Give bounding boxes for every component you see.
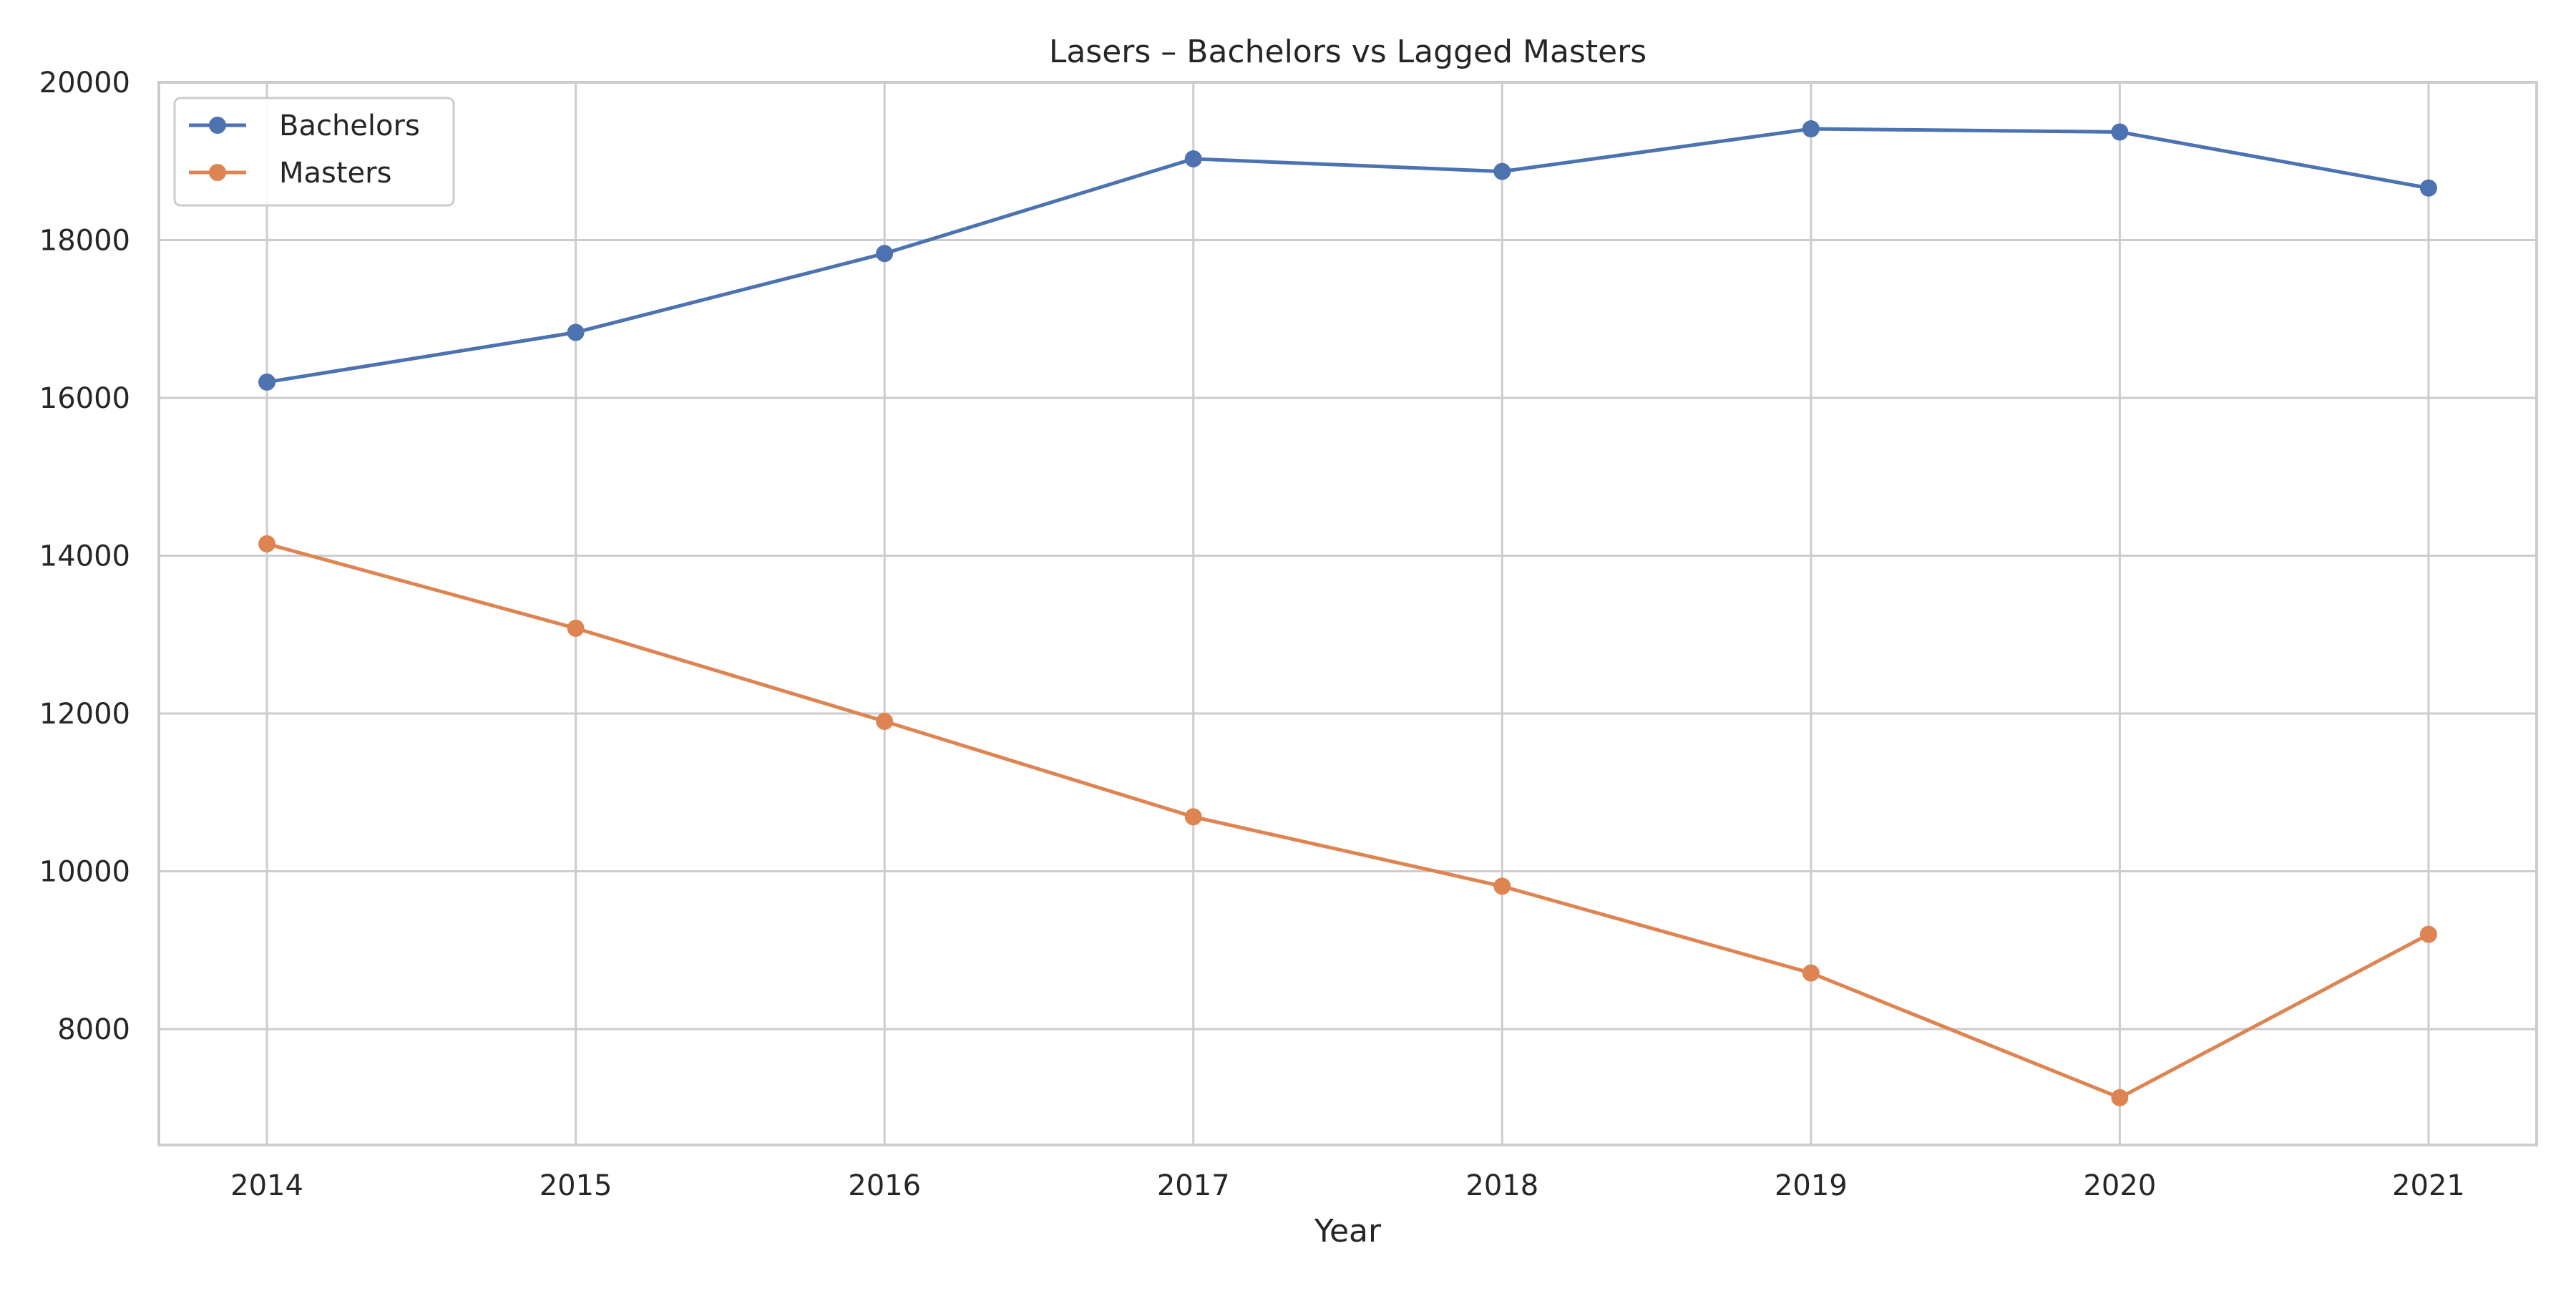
data-point-bachelors xyxy=(258,373,276,391)
series-line-masters xyxy=(266,542,2430,1100)
y-tick-label: 10000 xyxy=(39,855,130,888)
data-point-masters xyxy=(2419,925,2437,943)
series-bachelors xyxy=(258,120,2437,391)
x-tick-label: 2021 xyxy=(2392,1169,2465,1202)
data-point-masters xyxy=(1802,964,1820,982)
legend-marker-bachelors xyxy=(209,117,226,134)
chart-title: Lasers – Bachelors vs Lagged Masters xyxy=(1049,34,1646,70)
data-point-bachelors xyxy=(876,245,894,263)
legend-label-masters: Masters xyxy=(279,157,391,190)
data-point-masters xyxy=(1493,877,1511,895)
x-tick-label: 2019 xyxy=(1775,1169,1848,1202)
series-masters xyxy=(258,535,2437,1106)
x-tick-label: 2015 xyxy=(540,1169,613,1202)
data-point-masters xyxy=(876,712,894,730)
x-axis-label: Year xyxy=(1314,1213,1382,1249)
y-tick-label: 14000 xyxy=(39,540,130,573)
data-point-masters xyxy=(1184,808,1202,826)
x-tick-label: 2014 xyxy=(230,1169,303,1202)
data-point-bachelors xyxy=(2111,123,2129,141)
x-tick-label: 2020 xyxy=(2083,1169,2156,1202)
x-tick-label: 2016 xyxy=(848,1169,921,1202)
data-point-masters xyxy=(2111,1088,2129,1106)
legend: Bachelors Masters xyxy=(173,97,455,207)
data-point-bachelors xyxy=(2419,179,2437,197)
legend-marker-masters xyxy=(209,164,226,181)
data-point-bachelors xyxy=(1802,120,1820,138)
y-tick-label: 16000 xyxy=(39,382,130,415)
data-point-bachelors xyxy=(1184,150,1202,167)
x-tick-label: 2017 xyxy=(1157,1169,1230,1202)
x-tick-label: 2018 xyxy=(1465,1169,1538,1202)
y-tick-label: 12000 xyxy=(39,698,130,731)
y-tick-label: 18000 xyxy=(39,224,130,257)
plot-frame xyxy=(157,81,2538,1146)
data-point-masters xyxy=(567,619,585,637)
data-point-bachelors xyxy=(1493,162,1511,180)
y-tick-label: 20000 xyxy=(39,67,130,99)
series-line-bachelors xyxy=(266,127,2429,384)
series-layer xyxy=(258,120,2437,1106)
y-tick-label: 8000 xyxy=(57,1013,130,1046)
data-point-masters xyxy=(258,535,276,552)
data-point-bachelors xyxy=(567,323,585,341)
legend-label-bachelors: Bachelors xyxy=(279,109,420,142)
grid-layer xyxy=(159,81,2537,1145)
tick-layer: 2014 2015 2016 2017 2018 2019 2020 2021 8000 1000… xyxy=(39,67,2465,1202)
